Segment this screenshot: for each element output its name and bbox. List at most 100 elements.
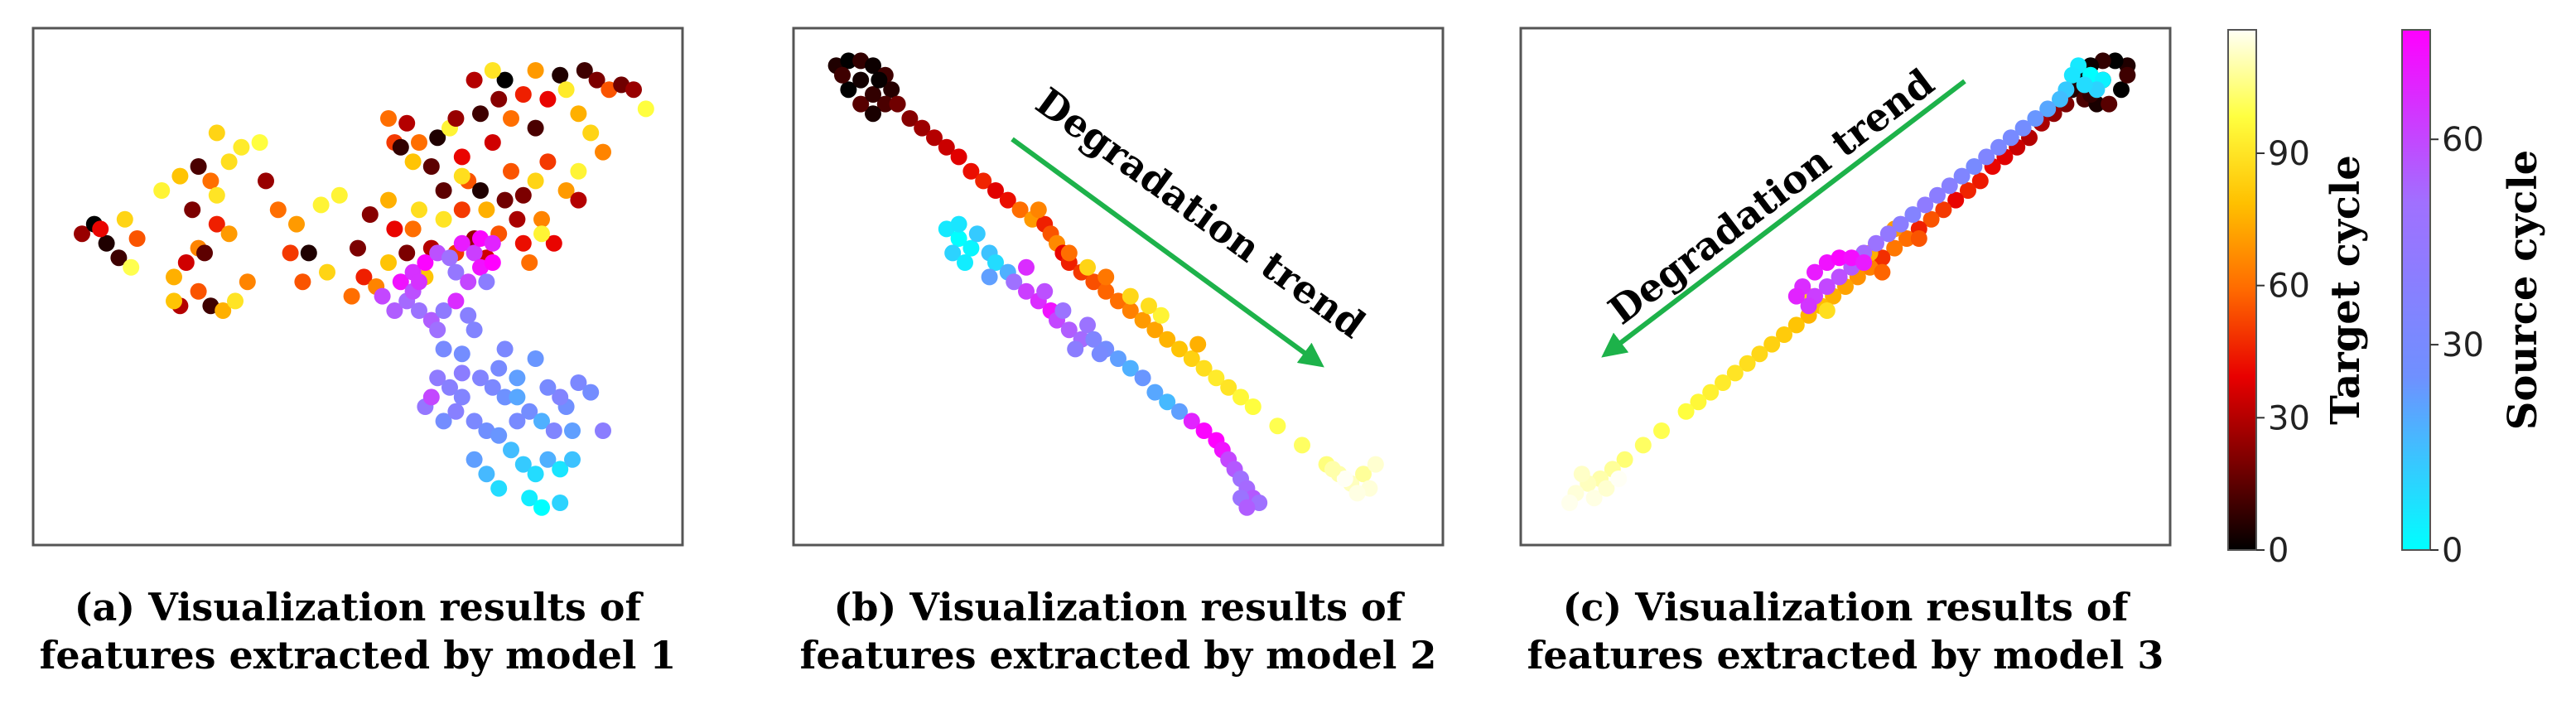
source-point — [539, 379, 557, 396]
target-point — [411, 201, 427, 219]
target-point — [1947, 191, 1965, 209]
target-point — [478, 201, 495, 219]
target-point — [343, 287, 360, 305]
source-point — [1800, 297, 1817, 315]
target-point — [1030, 201, 1047, 219]
source-point — [411, 302, 427, 319]
source-point — [1831, 268, 1848, 286]
source-point — [490, 480, 508, 497]
colorbar-tick-label: 90 — [2268, 135, 2310, 173]
target-point — [840, 81, 857, 99]
target-point — [490, 90, 508, 108]
target-point — [380, 254, 397, 271]
source-point — [1879, 225, 1897, 243]
source-point — [1990, 138, 2007, 156]
target-point — [1367, 456, 1384, 473]
source-point — [466, 321, 483, 339]
source-point — [435, 413, 452, 430]
target-point — [1141, 297, 1157, 315]
target-point — [509, 210, 526, 228]
target-point — [514, 186, 532, 204]
target-point — [625, 81, 642, 99]
target-point — [1573, 466, 1590, 483]
target-point — [453, 148, 470, 166]
source-point — [2002, 129, 2019, 147]
source-point — [1146, 384, 1164, 401]
target-point — [447, 110, 465, 127]
source-point — [521, 403, 538, 420]
source-point — [490, 427, 508, 444]
caption-b-line1: (b) Visualization results of — [833, 585, 1403, 630]
source-point — [1855, 254, 1873, 271]
colorbar-target: 0 30 60 90 Target cycle — [2227, 29, 2369, 570]
target-point — [312, 196, 330, 214]
source-point — [1006, 273, 1023, 291]
source-point — [453, 234, 470, 252]
target-point — [453, 201, 470, 219]
source-point — [2014, 119, 2032, 137]
target-point — [1011, 201, 1029, 219]
target-point — [398, 114, 416, 132]
target-point — [588, 71, 605, 89]
target-point — [74, 225, 90, 243]
source-point — [1091, 345, 1108, 363]
target-point — [220, 225, 238, 243]
target-point — [484, 62, 501, 79]
colorbar-target-gradient — [2227, 29, 2257, 551]
target-point — [1097, 268, 1115, 286]
target-point — [215, 302, 232, 319]
target-point — [294, 273, 311, 291]
caption-a-line2: features extracted by model 1 — [39, 633, 677, 678]
target-point — [233, 138, 250, 156]
source-point — [447, 263, 465, 281]
target-point — [876, 95, 894, 113]
target-point — [962, 162, 980, 180]
target-point — [533, 225, 550, 243]
target-point — [1244, 398, 1261, 415]
target-point — [557, 182, 575, 199]
target-point — [552, 66, 569, 84]
degradation-arrow — [1011, 137, 1324, 368]
target-point — [533, 210, 550, 228]
target-point — [914, 119, 931, 137]
caption-b-line2: features extracted by model 2 — [799, 633, 1437, 678]
source-point — [2027, 110, 2044, 127]
source-point — [1953, 167, 1971, 185]
source-point — [2039, 100, 2057, 118]
source-point — [496, 388, 514, 406]
source-point — [392, 273, 409, 291]
target-point — [1910, 230, 1927, 247]
target-point — [1152, 306, 1170, 324]
source-point — [1941, 177, 1958, 195]
caption-a-line1: (a) Visualization results of — [74, 585, 642, 630]
target-point — [834, 66, 851, 84]
source-point — [435, 340, 452, 358]
source-point — [552, 495, 569, 511]
target-point — [355, 268, 373, 286]
colorbar-target-ticks: 0 30 60 90 — [2256, 135, 2310, 570]
source-point — [509, 388, 526, 406]
source-point — [527, 466, 544, 483]
target-point — [1971, 172, 1989, 190]
source-point — [968, 225, 986, 243]
target-point — [503, 162, 519, 180]
target-point — [570, 191, 587, 209]
target-point — [1739, 355, 1756, 372]
source-point — [411, 273, 427, 291]
target-point — [1561, 495, 1578, 511]
target-point — [330, 186, 348, 204]
source-point — [950, 215, 967, 233]
source-point — [521, 490, 538, 507]
target-point — [889, 95, 906, 113]
source-point — [1966, 158, 1983, 175]
colorbar-tick-label: 0 — [2268, 532, 2289, 570]
panel-a — [31, 27, 684, 547]
target-point — [2113, 81, 2130, 99]
caption-a: (a) Visualization results of features ex… — [33, 583, 683, 679]
source-point — [496, 340, 514, 358]
caption-c-line1: (c) Visualization results of — [1562, 585, 2129, 630]
source-point — [552, 388, 569, 406]
source-point — [1060, 321, 1078, 339]
source-point — [564, 422, 581, 439]
target-point — [171, 167, 189, 185]
